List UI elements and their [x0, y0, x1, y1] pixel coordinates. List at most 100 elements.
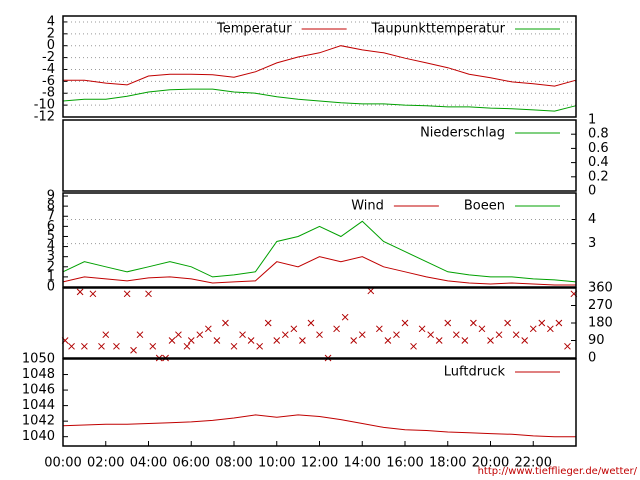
point [529, 325, 537, 333]
point [175, 331, 182, 339]
point [512, 331, 520, 339]
y-tick-label: 270 [588, 298, 613, 313]
y-tick-label: 180 [588, 316, 613, 331]
point [461, 337, 469, 344]
legend-label: Wind [351, 199, 384, 214]
y-tick-label: 7 [47, 209, 55, 224]
point [367, 287, 375, 295]
x-tick-label: 06:00 [173, 456, 210, 471]
panel-frame [62, 287, 577, 359]
point [102, 331, 110, 339]
point [307, 319, 315, 327]
x-tick-label: 16:00 [386, 456, 423, 471]
point [418, 325, 426, 333]
panel-frame [62, 15, 577, 118]
y-tick-label: 0.6 [588, 141, 609, 156]
point [299, 337, 306, 344]
point [384, 337, 392, 344]
point [538, 319, 546, 327]
series-line [62, 88, 577, 112]
point [196, 331, 204, 339]
x-tick-label: 04:00 [130, 456, 167, 471]
point [168, 337, 176, 344]
point [273, 337, 281, 344]
y-tick-label: 1 [588, 113, 596, 128]
y-tick-label: -10 [34, 98, 55, 113]
y-tick-label: 1050 [22, 352, 55, 367]
legend-label: Boeen [464, 199, 505, 214]
point [316, 331, 323, 339]
panel-frame [62, 119, 577, 192]
legend-label: Niederschlag [420, 126, 505, 141]
credit: http://www.tiefflieger.de/wetter/ [478, 466, 638, 477]
y-tick-label: 1046 [22, 383, 55, 398]
point [81, 342, 88, 350]
point [452, 331, 460, 339]
y-tick-label: 2 [47, 259, 55, 274]
series-line [62, 414, 576, 438]
x-tick-label: 00:00 [44, 456, 81, 471]
point [264, 319, 272, 327]
point [410, 342, 417, 350]
y-tick-label: 0.8 [588, 127, 609, 142]
y-tick-label: 0.4 [588, 155, 609, 170]
point [256, 342, 264, 350]
point [145, 290, 152, 298]
point [130, 346, 137, 354]
point [89, 290, 97, 298]
point [495, 331, 503, 339]
panel-frame [62, 358, 577, 447]
point [504, 319, 511, 327]
y-tick-label: 3 [47, 249, 55, 264]
point [183, 342, 191, 350]
point [401, 319, 409, 327]
point [123, 290, 131, 298]
point [113, 342, 120, 350]
point [149, 342, 157, 350]
point [136, 331, 144, 339]
x-tick-label: 14:00 [344, 456, 381, 471]
point [393, 331, 400, 339]
y-tick-label: 8 [47, 199, 55, 214]
point [187, 337, 195, 344]
y-tick-label: 360 [588, 281, 613, 296]
point [247, 337, 255, 344]
x-tick-label: 20:00 [472, 456, 509, 471]
point [487, 337, 494, 344]
legend-label: Taupunkttemperatur [371, 22, 506, 37]
y-tick-label: 90 [588, 333, 605, 348]
point [350, 337, 358, 344]
y-tick-label: 0 [588, 351, 596, 366]
point [204, 325, 212, 333]
x-tick-label: 10:00 [258, 456, 295, 471]
y-tick-label: 0 [47, 280, 55, 295]
y-tick-label: 4 [47, 239, 55, 254]
y-tick-label: 1044 [22, 398, 55, 413]
point [213, 337, 221, 344]
point [68, 342, 75, 350]
point [333, 325, 340, 333]
y-tick-label: 0.2 [588, 169, 609, 184]
series-line [63, 45, 577, 87]
panel-frame [62, 192, 577, 288]
point [98, 342, 105, 350]
point [521, 337, 529, 344]
y-tick-label: -4 [42, 62, 55, 77]
x-tick-label: 18:00 [429, 456, 466, 471]
legend-label: Luftdruck [444, 365, 506, 380]
point [564, 342, 571, 350]
point [546, 325, 554, 333]
y-tick-label: 6 [47, 219, 55, 234]
y-tick-label: 0 [47, 38, 55, 53]
y-tick-label: -2 [42, 50, 55, 65]
y2-tick-label: 4 [588, 212, 596, 227]
series-line [62, 220, 577, 283]
y-tick-label: -12 [34, 110, 55, 125]
point [341, 313, 349, 321]
point [555, 319, 563, 327]
y-tick-label: 9 [47, 189, 55, 204]
point [281, 331, 289, 339]
y-tick-label: 1048 [22, 367, 55, 382]
y-tick-label: 5 [47, 229, 55, 244]
